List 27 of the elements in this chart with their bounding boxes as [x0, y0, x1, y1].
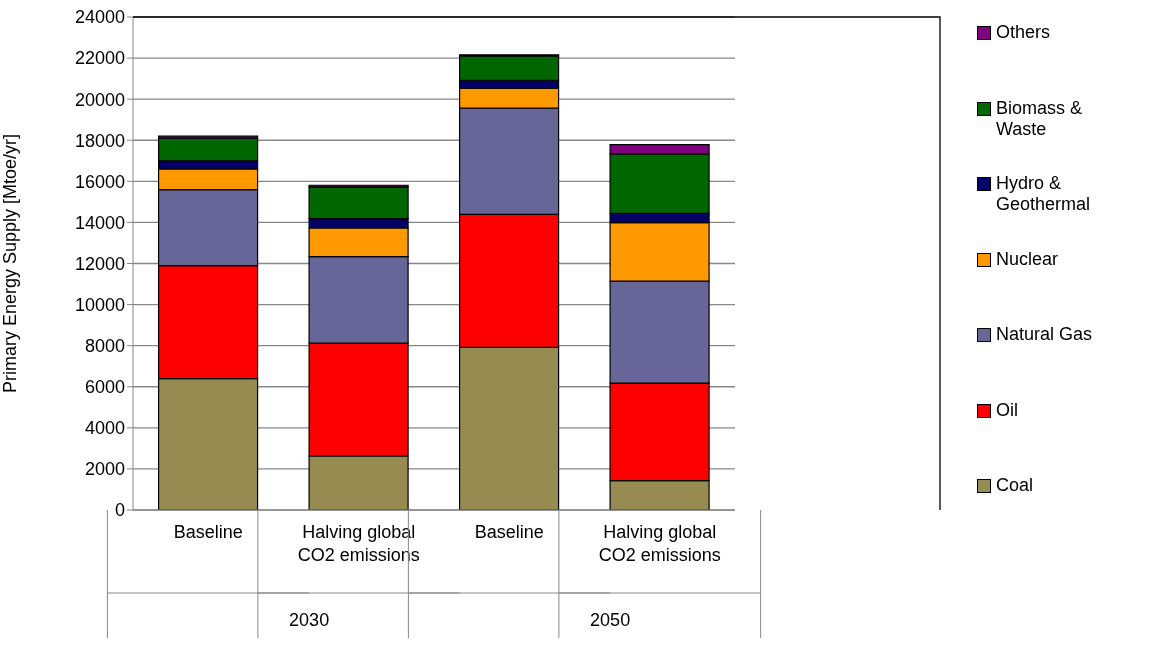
- legend-label: Biomass & Waste: [996, 97, 1083, 140]
- text: 2050: [590, 610, 631, 630]
- y-tick-label: 0: [114, 500, 125, 521]
- y-axis-title: Primary Energy Supply [Mtoe/yr]: [0, 133, 21, 394]
- text: 2030: [289, 610, 330, 630]
- y-tick-label: 20000: [74, 89, 125, 110]
- legend-label: Natural Gas: [996, 324, 1093, 345]
- x-tick-label: Baseline: [474, 522, 544, 542]
- y-tick-label: 16000: [74, 171, 125, 192]
- x-tick-label: Halving global CO2 emissions: [297, 522, 420, 565]
- legend-label: Coal: [996, 475, 1034, 496]
- y-tick-label: 12000: [74, 253, 125, 274]
- y-tick-label: 18000: [74, 130, 125, 151]
- y-tick-label: 6000: [84, 377, 125, 398]
- y-tick-label: 14000: [74, 212, 125, 233]
- x-tick-label: Baseline: [173, 522, 243, 542]
- legend-label: Nuclear: [996, 248, 1059, 270]
- y-tick-label: 4000: [84, 418, 125, 439]
- x-tick-label: Halving global CO2 emissions: [598, 522, 721, 565]
- y-tick-label: 22000: [74, 48, 125, 69]
- legend-label: Hydro & Geothermal: [996, 173, 1091, 215]
- y-tick-label: 8000: [84, 336, 125, 357]
- y-tick-label: 10000: [74, 294, 125, 315]
- legend-label: Oil: [996, 399, 1018, 421]
- y-tick-label: 24000: [74, 7, 125, 28]
- legend-label: Others: [996, 22, 1051, 43]
- y-tick-label: 2000: [84, 459, 125, 480]
